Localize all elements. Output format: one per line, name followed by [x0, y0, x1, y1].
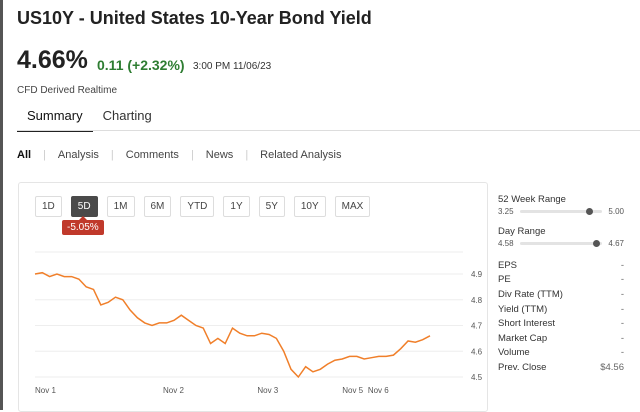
- stats-panel: 52 Week Range 3.25 5.00 Day Range 4.58 4.6…: [498, 194, 624, 375]
- week52-high: 5.00: [608, 207, 624, 216]
- range-1m[interactable]: 1M: [106, 196, 135, 217]
- day-range-slider: [519, 239, 603, 247]
- range-change-badge: -5.05%: [62, 216, 104, 235]
- stat-value: -: [620, 274, 624, 286]
- day-range-label: Day Range: [498, 226, 546, 237]
- y-tick-label: 4.5: [471, 373, 483, 382]
- range-ytd[interactable]: YTD: [180, 196, 215, 217]
- x-tick-label: Nov 2: [163, 386, 184, 395]
- stat-label: Div Rate (TTM): [498, 288, 563, 300]
- stat-value: -: [620, 259, 624, 271]
- price-line: [34, 271, 431, 379]
- stat-value: -: [620, 347, 624, 359]
- data-source: CFD Derived Realtime: [17, 85, 118, 96]
- week52-low: 3.25: [498, 207, 514, 216]
- main-tabs: Summary Charting: [17, 108, 162, 132]
- x-tick-label: Nov 3: [257, 386, 278, 395]
- stat-row: Div Rate (TTM) -: [498, 287, 624, 302]
- range-10y[interactable]: 10Y: [293, 196, 326, 217]
- stat-label: PE: [498, 274, 511, 286]
- filter-news[interactable]: News: [205, 149, 234, 161]
- tab-charting[interactable]: Charting: [102, 108, 152, 123]
- range-max[interactable]: MAX: [334, 196, 371, 217]
- timestamp: 3:00 PM 11/06/23: [193, 61, 272, 72]
- stat-label: Yield (TTM): [498, 303, 548, 315]
- filter-analysis[interactable]: Analysis: [57, 149, 99, 161]
- stat-row: EPS -: [498, 258, 624, 273]
- stat-row: Yield (TTM) -: [498, 302, 624, 317]
- price-chart[interactable]: 4.9 4.8 4.7 4.6 4.5 Nov 1 Nov 2 Nov 3 Nov 5 Nov 6: [3, 0, 640, 410]
- stat-row: PE -: [498, 273, 624, 288]
- stat-value: -: [620, 288, 624, 300]
- stat-label: Market Cap: [498, 332, 548, 344]
- stat-value: -: [620, 303, 624, 315]
- title-separator: -: [73, 8, 90, 28]
- day-low: 4.58: [498, 239, 514, 248]
- day-range-marker: [593, 239, 601, 247]
- price-change: 0.11 (+2.32%): [97, 57, 185, 73]
- stat-value: $4.56: [600, 361, 624, 373]
- instrument-name: United States 10-Year Bond Yield: [89, 8, 372, 28]
- range-1d[interactable]: 1D: [35, 196, 62, 217]
- range-5y[interactable]: 5Y: [258, 196, 285, 217]
- stat-value: -: [620, 318, 624, 330]
- y-tick-label: 4.9: [471, 270, 483, 279]
- content-filters: All | Analysis | Comments | News | Related A…: [17, 149, 354, 161]
- week52-slider: [519, 207, 603, 215]
- stat-label: Volume: [498, 347, 530, 359]
- y-tick-label: 4.8: [471, 296, 483, 305]
- day-high: 4.67: [608, 239, 624, 248]
- range-1y[interactable]: 1Y: [223, 196, 250, 217]
- week52-marker: [586, 207, 594, 215]
- range-6m[interactable]: 6M: [143, 196, 172, 217]
- price: 4.66%: [17, 46, 88, 74]
- x-tick-label: Nov 5: [342, 386, 363, 395]
- filter-all[interactable]: All: [17, 149, 32, 161]
- stat-row: Prev. Close $4.56: [498, 360, 624, 375]
- stat-label: Short Interest: [498, 318, 556, 330]
- page-title: US10Y - United States 10-Year Bond Yield: [17, 8, 372, 29]
- x-tick-label: Nov 6: [368, 386, 389, 395]
- x-tick-label: Nov 1: [35, 386, 56, 395]
- tab-summary[interactable]: Summary: [17, 108, 93, 132]
- stat-label: Prev. Close: [498, 361, 547, 373]
- y-tick-label: 4.7: [471, 322, 483, 331]
- stat-row: Market Cap -: [498, 331, 624, 346]
- range-selector: 1D 5D 1M 6M YTD 1Y 5Y 10Y MAX: [35, 196, 371, 217]
- y-tick-label: 4.6: [471, 347, 483, 356]
- range-5d[interactable]: 5D: [70, 196, 98, 217]
- stat-row: Volume -: [498, 346, 624, 361]
- stat-label: EPS: [498, 259, 518, 271]
- filter-related-analysis[interactable]: Related Analysis: [260, 149, 342, 161]
- filter-comments[interactable]: Comments: [125, 149, 179, 161]
- stat-row: Short Interest -: [498, 316, 624, 331]
- stat-value: -: [620, 332, 624, 344]
- ticker: US10Y: [17, 8, 74, 28]
- week52-label: 52 Week Range: [498, 194, 566, 205]
- tab-divider: [17, 130, 640, 131]
